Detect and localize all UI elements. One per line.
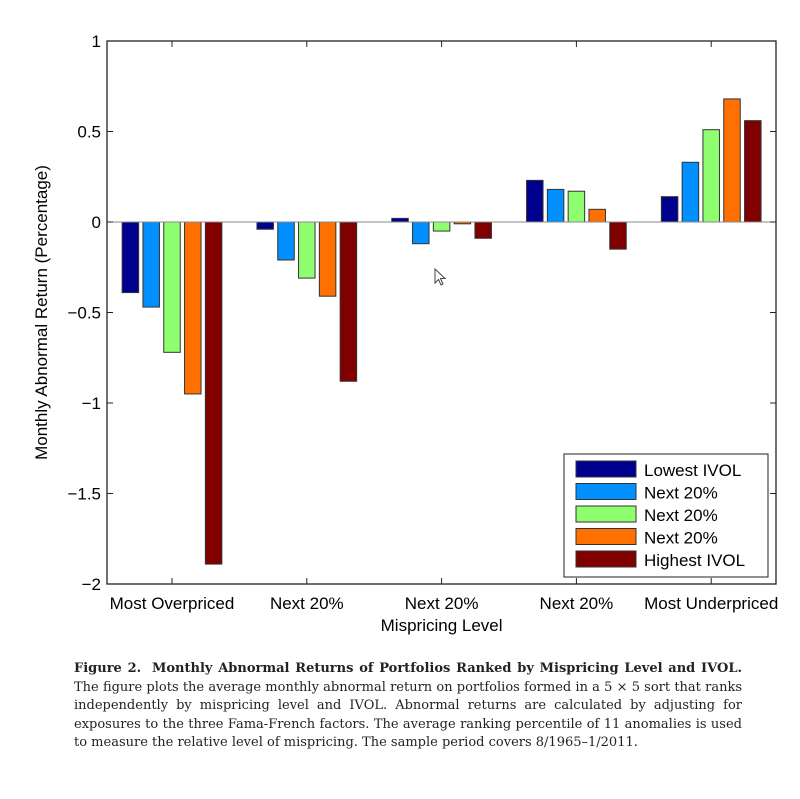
bar [432,221,451,232]
legend-label: Highest IVOL [644,551,745,570]
x-axis: Most Overpriced Next 20% Next 20% Next 20% M… [110,41,778,613]
bar [588,208,606,223]
legend-label: Lowest IVOL [644,461,741,480]
x-tick-label: Most Overpriced [110,594,235,613]
x-tick-label: Next 20% [270,594,344,613]
bar [256,221,274,230]
bar [723,98,741,223]
y-tick-label: 0 [92,213,101,232]
bar [184,221,202,395]
bar-chart: 1 0.5 0 −0.5 −1 −1.5 −2 Most Overpriced Next 20… [32,32,778,635]
bar [609,221,627,250]
figure-caption: Figure 2. Monthly Abnormal Returns of Po… [74,660,742,753]
bar [702,129,720,223]
y-tick-label: −1 [82,394,101,413]
bar [318,221,337,297]
legend-swatch [575,460,637,478]
legend-swatch [575,483,637,500]
bar [298,221,316,279]
bar [660,196,679,223]
legend-swatch [575,528,637,545]
caption-title: Monthly Abnormal Returns of Portfolios R… [151,661,742,676]
bar [142,221,160,308]
bar [412,221,430,245]
y-tick-label: 0.5 [77,123,101,142]
caption-body: The figure plots the average monthly abn… [74,679,742,751]
bar [391,217,409,223]
x-tick-label: Next 20% [540,594,614,613]
bar [681,161,700,223]
x-tick-label: Most Underpriced [644,594,778,613]
y-axis: 1 0.5 0 −0.5 −1 −1.5 −2 [67,32,776,594]
legend-swatch [575,505,637,523]
legend-label: Next 20% [644,506,718,525]
bar [744,120,762,223]
legend-label: Next 20% [644,529,718,548]
legend-label: Next 20% [644,484,718,503]
bar [121,221,140,294]
legend: Lowest IVOL Next 20% Next 20% Next 20% Highe… [563,453,769,578]
y-tick-label: −1.5 [67,485,101,504]
x-axis-label: Mispricing Level [381,616,503,635]
bar [163,221,181,353]
y-axis-label: Monthly Abnormal Return (Percentage) [32,165,51,460]
bar [567,190,586,223]
bars-layer [121,98,762,565]
bar [474,221,492,239]
bar [204,221,223,565]
y-tick-label: 1 [92,32,101,51]
bar [277,221,295,261]
y-tick-label: −0.5 [67,304,101,323]
mouse-cursor-icon [434,268,447,286]
bar [526,179,544,223]
bar [546,188,565,223]
legend-swatch [575,550,637,568]
x-tick-label: Next 20% [405,594,479,613]
caption-figure-label: Figure 2. [74,661,142,676]
y-tick-label: −2 [82,575,101,594]
bar [339,221,358,382]
